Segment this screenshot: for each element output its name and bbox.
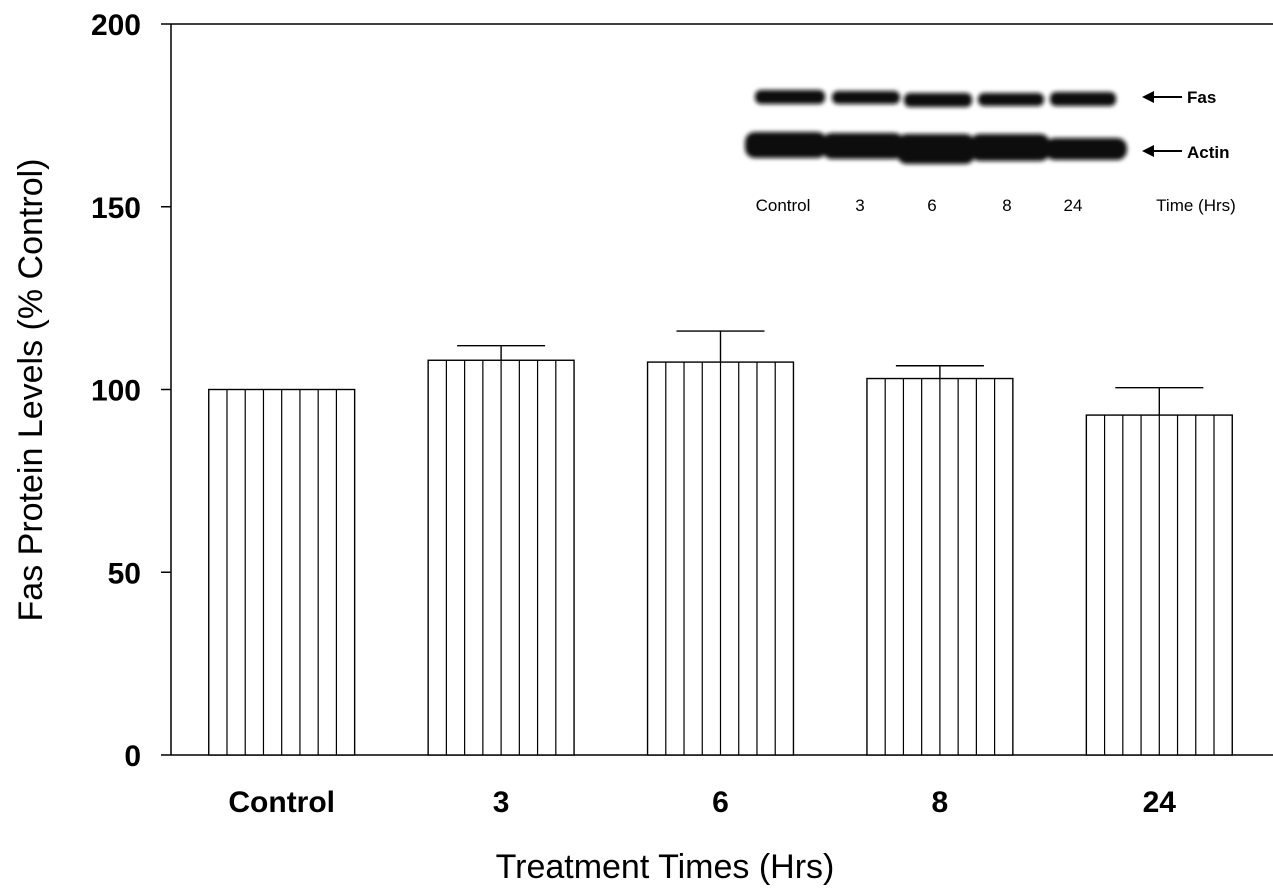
x-tick-label-24: 24 xyxy=(1143,786,1177,819)
error-bar-24 xyxy=(1115,386,1204,416)
y-tick-label: 50 xyxy=(108,557,141,590)
y-axis-label: Fas Protein Levels (% Control) xyxy=(12,159,50,622)
inset-time-axis-label: Time (Hrs) xyxy=(1156,196,1236,215)
y-ticks: 0 50 100 150 200 xyxy=(91,9,171,773)
x-tick-label-control: Control xyxy=(228,786,335,819)
inset-lane-label: Control xyxy=(756,196,811,215)
error-bar-3 xyxy=(457,344,546,361)
actin-band-pointer xyxy=(1142,145,1182,157)
y-tick-label: 150 xyxy=(91,192,141,225)
blot-image xyxy=(745,90,1127,164)
x-tick-label-8: 8 xyxy=(932,786,949,819)
actin-band-lane-2 xyxy=(822,133,904,159)
actin-band-lane-4 xyxy=(970,134,1050,161)
fas-band-lane-1 xyxy=(755,90,825,104)
actin-band-lane-5 xyxy=(1045,138,1127,160)
actin-band-label: Actin xyxy=(1187,143,1230,162)
bar-6 xyxy=(646,361,795,756)
bar-3 xyxy=(427,359,575,756)
error-bar-8 xyxy=(895,365,984,379)
bars-group xyxy=(208,359,1233,756)
actin-band-lane-3 xyxy=(897,134,975,164)
inset-lane-label: 24 xyxy=(1064,196,1083,215)
fas-band-lane-4 xyxy=(978,93,1044,106)
x-tick-label-6: 6 xyxy=(712,786,729,819)
x-tick-label-3: 3 xyxy=(493,786,510,819)
fas-band-lane-5 xyxy=(1050,92,1116,106)
fas-band-pointer xyxy=(1142,91,1182,103)
inset-lane-label: 8 xyxy=(1002,196,1011,215)
inset-lane-label: 6 xyxy=(927,196,936,215)
x-axis-label: Treatment Times (Hrs) xyxy=(496,848,835,886)
bar-control xyxy=(208,388,356,756)
western-blot-inset: Fas Actin Control 3 6 8 24 Time (Hrs) xyxy=(745,88,1236,215)
error-bar-6 xyxy=(676,330,765,363)
fas-band-lane-2 xyxy=(832,91,900,104)
inset-lane-label: 3 xyxy=(855,196,864,215)
bar-24 xyxy=(1085,414,1233,756)
y-tick-label: 0 xyxy=(124,740,141,773)
y-tick-label: 200 xyxy=(91,9,141,42)
fas-band-lane-3 xyxy=(904,93,972,107)
fas-band-label: Fas xyxy=(1187,88,1216,107)
actin-band-lane-1 xyxy=(745,132,827,158)
y-tick-label: 100 xyxy=(91,375,141,408)
error-bars-group xyxy=(457,330,1204,416)
x-tick-labels: Control 3 6 8 24 xyxy=(228,786,1176,819)
bar-8 xyxy=(866,377,1014,756)
